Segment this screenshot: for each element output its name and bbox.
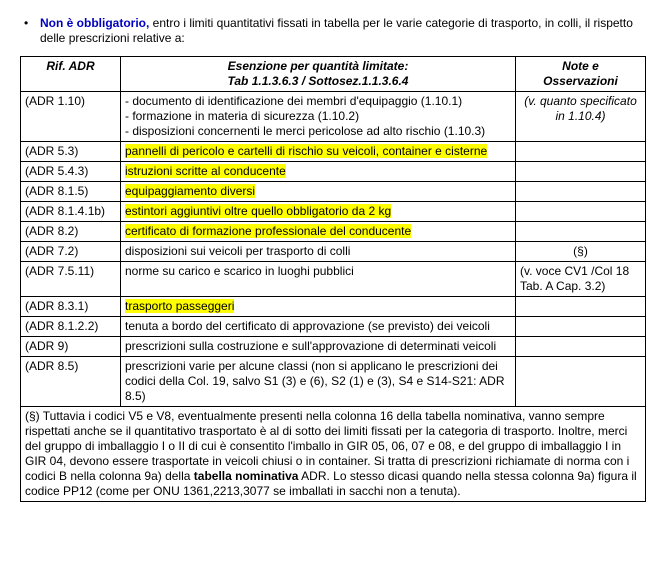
cell-exemption: istruzioni scritte al conducente (121, 162, 516, 182)
cell-exemption: tenuta a bordo del certificato di approv… (121, 317, 516, 337)
cell-note: (v. quanto specificato in 1.10.4) (516, 92, 646, 142)
col-header-notes: Note e Osservazioni (516, 57, 646, 92)
cell-note (516, 162, 646, 182)
cell-exemption: equipaggiamento diversi (121, 182, 516, 202)
cell-ref: (ADR 9) (21, 337, 121, 357)
cell-ref: (ADR 8.1.2.2) (21, 317, 121, 337)
cell-note (516, 317, 646, 337)
table-row: (ADR 9)prescrizioni sulla costruzione e … (21, 337, 646, 357)
cell-exemption: prescrizioni sulla costruzione e sull'ap… (121, 337, 516, 357)
cell-exemption: - documento di identificazione dei membr… (121, 92, 516, 142)
table-row: (ADR 7.2)disposizioni sui veicoli per tr… (21, 242, 646, 262)
cell-note: (§) (516, 242, 646, 262)
cell-note: (v. voce CV1 /Col 18 Tab. A Cap. 3.2) (516, 262, 646, 297)
cell-exemption: estintori aggiuntivi oltre quello obblig… (121, 202, 516, 222)
intro-label: Non è obbligatorio, (40, 16, 149, 30)
table-row: (ADR 8.1.4.1b)estintori aggiuntivi oltre… (21, 202, 646, 222)
cell-exemption: pannelli di pericolo e cartelli di risch… (121, 142, 516, 162)
cell-note (516, 142, 646, 162)
cell-note (516, 337, 646, 357)
col-header-exemption: Esenzione per quantità limitate: Tab 1.1… (121, 57, 516, 92)
table-header-row: Rif. ADR Esenzione per quantità limitate… (21, 57, 646, 92)
bullet-icon: • (24, 16, 28, 31)
cell-ref: (ADR 1.10) (21, 92, 121, 142)
cell-ref: (ADR 7.5.11) (21, 262, 121, 297)
cell-ref: (ADR 7.2) (21, 242, 121, 262)
table-row: (ADR 5.4.3)istruzioni scritte al conduce… (21, 162, 646, 182)
cell-note (516, 222, 646, 242)
table-row: (ADR 8.5)prescrizioni varie per alcune c… (21, 357, 646, 407)
table-footnote-row: (§) Tuttavia i codici V5 e V8, eventualm… (21, 407, 646, 502)
cell-ref: (ADR 8.3.1) (21, 297, 121, 317)
col-header-ref: Rif. ADR (21, 57, 121, 92)
table-row: (ADR 7.5.11)norme su carico e scarico in… (21, 262, 646, 297)
cell-note (516, 202, 646, 222)
cell-ref: (ADR 8.5) (21, 357, 121, 407)
table-row: (ADR 8.3.1)trasporto passeggeri (21, 297, 646, 317)
cell-ref: (ADR 5.4.3) (21, 162, 121, 182)
table-row: (ADR 8.1.5)equipaggiamento diversi (21, 182, 646, 202)
exemption-table: Rif. ADR Esenzione per quantità limitate… (20, 56, 646, 502)
cell-note (516, 357, 646, 407)
cell-exemption: certificato di formazione professionale … (121, 222, 516, 242)
cell-exemption: norme su carico e scarico in luoghi pubb… (121, 262, 516, 297)
cell-exemption: disposizioni sui veicoli per trasporto d… (121, 242, 516, 262)
cell-ref: (ADR 8.1.4.1b) (21, 202, 121, 222)
table-row: (ADR 8.2)certificato di formazione profe… (21, 222, 646, 242)
table-footnote: (§) Tuttavia i codici V5 e V8, eventualm… (21, 407, 646, 502)
table-row: (ADR 5.3)pannelli di pericolo e cartelli… (21, 142, 646, 162)
cell-exemption: trasporto passeggeri (121, 297, 516, 317)
intro-paragraph: • Non è obbligatorio, entro i limiti qua… (20, 16, 646, 46)
cell-exemption: prescrizioni varie per alcune classi (no… (121, 357, 516, 407)
cell-ref: (ADR 5.3) (21, 142, 121, 162)
cell-note (516, 297, 646, 317)
table-row: (ADR 8.1.2.2)tenuta a bordo del certific… (21, 317, 646, 337)
cell-note (516, 182, 646, 202)
cell-ref: (ADR 8.2) (21, 222, 121, 242)
table-row: (ADR 1.10)- documento di identificazione… (21, 92, 646, 142)
cell-ref: (ADR 8.1.5) (21, 182, 121, 202)
